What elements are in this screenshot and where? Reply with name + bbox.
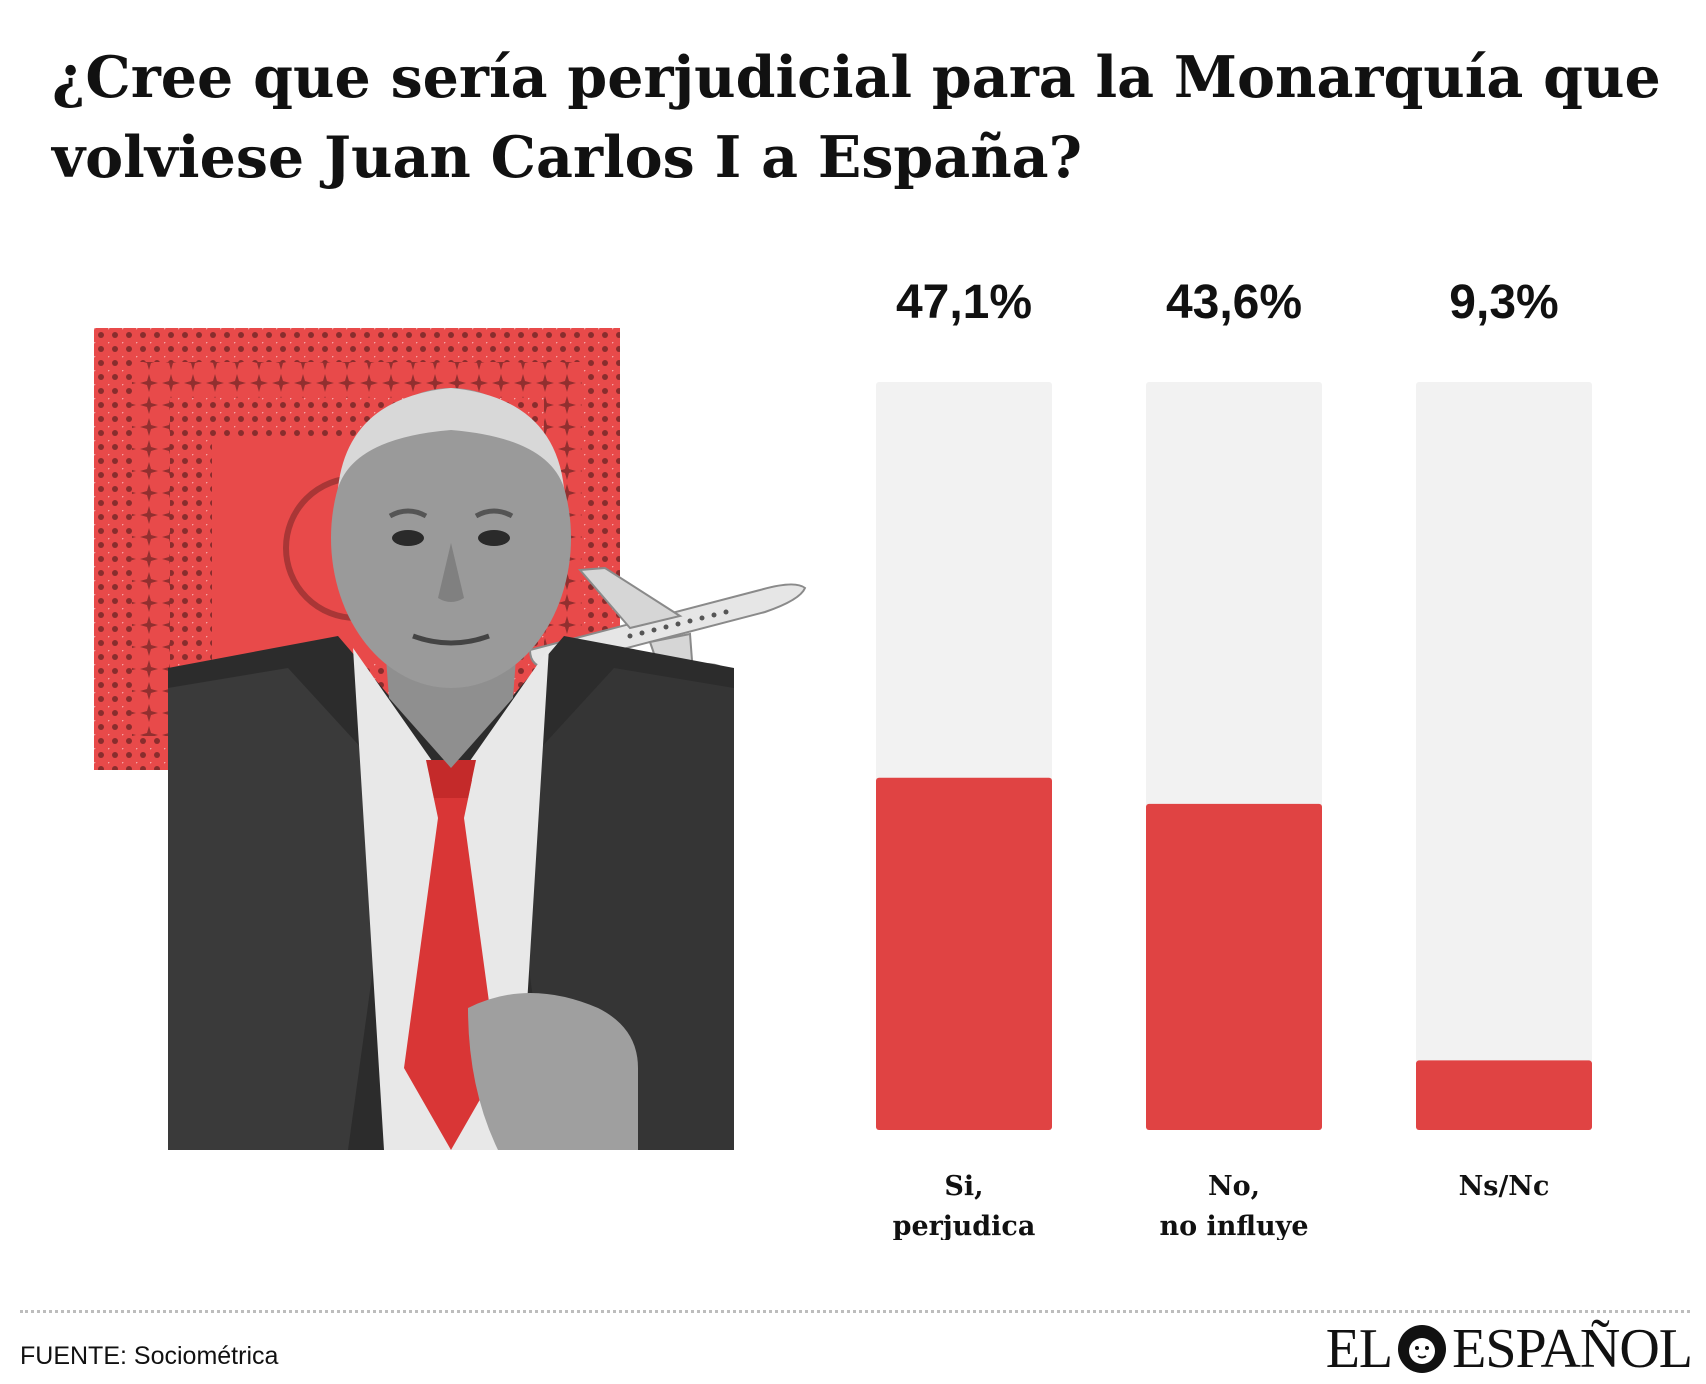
logo-text-left: EL [1325, 1318, 1393, 1380]
bar-track [1416, 382, 1592, 1130]
bar [1416, 1060, 1592, 1130]
bar-chart: 47,1% Si, perjudica 43,6% No, no influye 9,3% N… [860, 270, 1706, 1240]
portrait-image [168, 388, 734, 1150]
source-name: Sociométrica [133, 1342, 279, 1370]
bar [1146, 803, 1322, 1130]
value-label: 47,1% [896, 276, 1032, 329]
bar [876, 777, 1052, 1130]
lion-logo-icon [1398, 1325, 1447, 1373]
source-credit: FUENTE: Sociométrica [20, 1342, 278, 1371]
category-label: No, no influye [1159, 1171, 1308, 1240]
value-label: 9,3% [1449, 276, 1558, 329]
el-espanol-logo[interactable]: EL ESPAÑOL [1325, 1318, 1693, 1380]
logo-text-right: ESPAÑOL [1452, 1318, 1693, 1380]
category-label: Ns/Nc [1459, 1171, 1550, 1202]
chart-svg: 47,1% Si, perjudica 43,6% No, no influye 9,3% N… [876, 276, 1592, 1240]
value-label: 43,6% [1166, 276, 1302, 329]
page-title: ¿Cree que sería perjudicial para la Mona… [52, 44, 1661, 191]
category-label: Si, perjudica [893, 1171, 1036, 1240]
source-prefix: FUENTE: [20, 1342, 127, 1370]
illustration [90, 320, 810, 1150]
footer-divider [20, 1310, 1690, 1313]
